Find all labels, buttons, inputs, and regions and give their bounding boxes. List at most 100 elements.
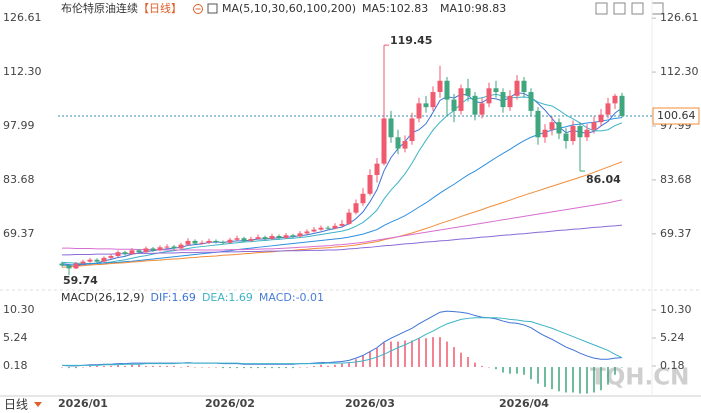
macd-bar (418, 338, 420, 368)
macd-bar (75, 367, 77, 369)
candle-body (381, 118, 387, 164)
macd-bar (383, 342, 385, 368)
candle-body (472, 95, 478, 115)
x-tick-label: 2026/01 (58, 397, 108, 410)
candle-body (66, 265, 72, 269)
dif-line (61, 310, 623, 367)
macd-bar (586, 367, 588, 394)
macd-bar (152, 365, 154, 368)
macd-bar (607, 367, 609, 385)
y-tick-label: 5.24 (660, 331, 685, 344)
macd-bar (516, 367, 518, 374)
toolbar-icon[interactable] (613, 2, 626, 15)
candle-body (346, 212, 352, 224)
macd-bar (614, 367, 616, 375)
candle-body (283, 235, 289, 238)
candle-body (486, 88, 492, 104)
toolbar-icon[interactable] (595, 2, 608, 15)
candle-body (150, 248, 156, 251)
candle-body (542, 129, 548, 138)
candle-body (437, 80, 443, 93)
moving-average-line (62, 224, 623, 256)
candle-body (556, 122, 562, 134)
candle-body (423, 103, 429, 108)
candle-body (227, 239, 233, 243)
y-tick-label: 83.68 (3, 173, 35, 186)
macd-bar (264, 367, 266, 369)
y-tick-label: 10.30 (3, 303, 35, 316)
macd-bar (341, 363, 343, 368)
moving-average-line (61, 161, 623, 268)
candle-body (171, 246, 177, 249)
max-annotation: 119.45 (390, 34, 432, 47)
candle-body (304, 231, 310, 234)
period-selector-arrow[interactable] (34, 402, 42, 407)
macd-bar (593, 367, 595, 393)
candle-body (521, 80, 527, 93)
candle-body (374, 163, 380, 175)
macd-bar (180, 367, 182, 368)
candle-body (234, 238, 240, 240)
candle-body (213, 240, 219, 243)
candle-body (493, 88, 499, 93)
macd-bar (201, 367, 203, 368)
macd-bar (278, 367, 280, 369)
macd-bar (138, 364, 140, 368)
macd-bar (124, 365, 126, 368)
candle-body (311, 229, 317, 232)
candle-body (269, 236, 275, 240)
candle-body (143, 248, 149, 253)
macd-bar (320, 364, 322, 368)
candle-body (535, 110, 541, 138)
y-tick-label: 0.18 (3, 359, 28, 372)
collapse-icon[interactable] (193, 4, 203, 14)
macd-bar (558, 367, 560, 392)
macd-bar (250, 367, 252, 369)
candle-body (192, 240, 198, 244)
toolbar-icon[interactable] (631, 2, 644, 15)
macd-bar (117, 364, 119, 368)
settings-icon[interactable] (207, 3, 218, 14)
macd-bar (82, 367, 84, 368)
candle-body (248, 239, 254, 241)
macd-bar (432, 337, 434, 368)
candle-body (276, 236, 282, 238)
candle-body (549, 122, 555, 130)
candle-body (409, 118, 415, 142)
chart-title: 布伦特原油连续 (61, 1, 138, 15)
candle-body (290, 235, 296, 237)
candle-body (416, 103, 422, 119)
macd-legend: MACD(26,12,9) DIF:1.69 DEA:1.69 MACD:-0.01 (61, 291, 324, 304)
candle-body (563, 133, 569, 142)
macd-bar (257, 367, 259, 369)
macd-bar (460, 352, 462, 368)
macd-bar (271, 367, 273, 369)
dea-legend: DEA:1.69 (202, 291, 253, 304)
y-tick-label: 69.37 (3, 227, 35, 240)
macd-bar (523, 367, 525, 375)
candle-body (122, 252, 128, 255)
dea-line (62, 317, 623, 366)
min-annotation: 59.74 (63, 274, 98, 287)
macd-bar (355, 359, 357, 368)
candle-body (108, 255, 114, 258)
period-selector[interactable]: 日线 (4, 398, 28, 412)
macd-bar (376, 348, 378, 368)
watermark: TQH.CN (590, 365, 689, 391)
macd-bar (187, 365, 189, 368)
candle-body (584, 129, 590, 138)
macd-bar (362, 355, 364, 368)
candle-body (514, 80, 520, 96)
macd-bar (425, 338, 427, 368)
candle-body (185, 240, 191, 245)
candle-body (507, 95, 513, 108)
macd-bar (208, 367, 210, 368)
candle-body (178, 244, 184, 249)
macd-bar (439, 337, 441, 368)
y-tick-label: 10.30 (660, 303, 692, 316)
y-tick-label: 0.18 (660, 359, 685, 372)
candle-body (157, 247, 163, 251)
macd-bar (285, 367, 287, 369)
x-tick-label: 2026/04 (499, 397, 549, 410)
macd-bar (446, 341, 448, 368)
